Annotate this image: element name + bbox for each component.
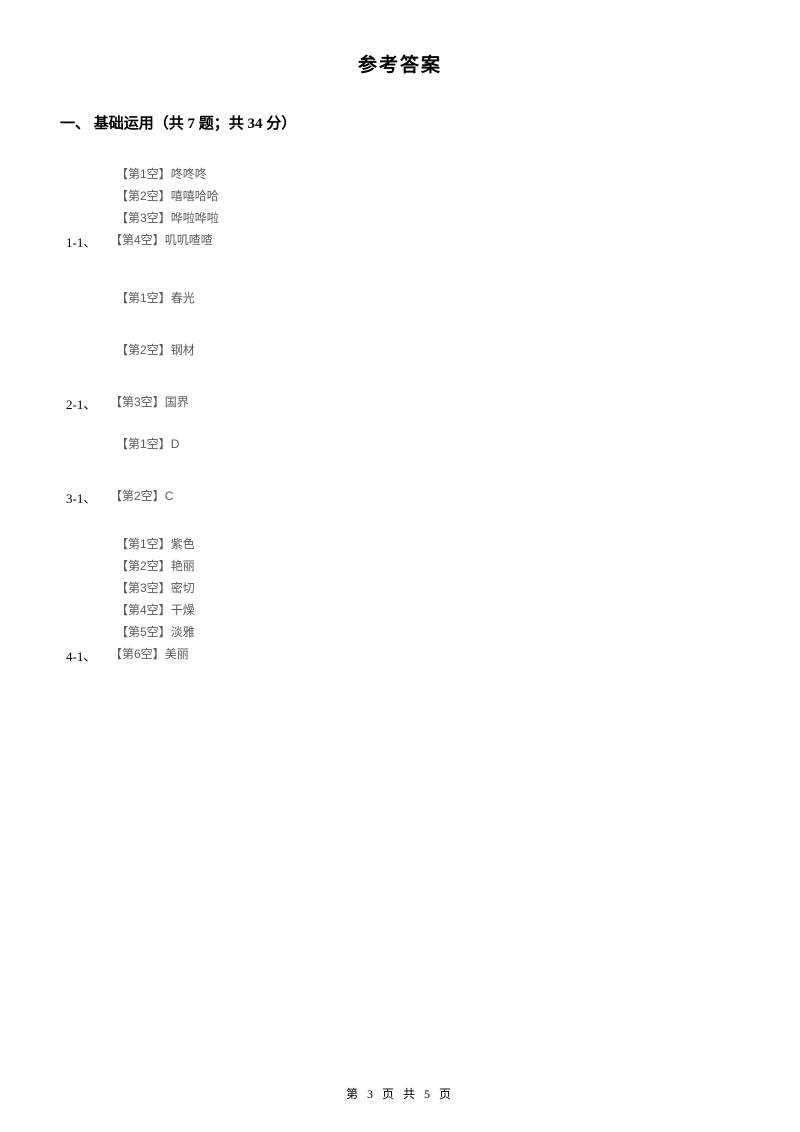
answer-item: 【第1空】春光 <box>116 287 740 309</box>
answer-item: 【第1空】D <box>116 433 740 455</box>
answer-row: 1-1、 【第4空】叽叽喳喳 <box>60 229 740 251</box>
answer-block: 【第1空】紫色 【第2空】艳丽 【第3空】密切 【第4空】干燥 【第5空】淡雅 … <box>60 533 740 665</box>
answer-item: 【第1空】咚咚咚 <box>116 163 740 185</box>
question-number: 3-1、 <box>60 488 110 507</box>
answer-item: 【第4空】叽叽喳喳 <box>110 229 213 251</box>
answer-item: 【第6空】美丽 <box>110 643 189 665</box>
answer-block: 【第1空】咚咚咚 【第2空】嘻嘻哈哈 【第3空】哗啦哗啦 1-1、 【第4空】叽… <box>60 163 740 251</box>
page-footer: 第 3 页 共 5 页 <box>0 1085 800 1102</box>
answer-item: 【第5空】淡雅 <box>116 621 740 643</box>
answer-item: 【第2空】C <box>110 485 173 507</box>
answer-item: 【第2空】艳丽 <box>116 555 740 577</box>
answer-item: 【第4空】干燥 <box>116 599 740 621</box>
section-heading: 一、 基础运用（共 7 题；共 34 分） <box>60 112 740 133</box>
answer-row: 4-1、 【第6空】美丽 <box>60 643 740 665</box>
answer-item: 【第2空】钢材 <box>116 339 740 361</box>
question-number: 1-1、 <box>60 232 110 251</box>
question-number: 2-1、 <box>60 394 110 413</box>
page-title: 参考答案 <box>60 50 740 77</box>
question-number: 4-1、 <box>60 646 110 665</box>
answer-row: 3-1、 【第2空】C <box>60 485 740 507</box>
answer-item: 【第3空】密切 <box>116 577 740 599</box>
answer-item: 【第3空】国界 <box>110 391 189 413</box>
answer-item: 【第2空】嘻嘻哈哈 <box>116 185 740 207</box>
answer-block: 【第1空】D 3-1、 【第2空】C <box>60 433 740 507</box>
answer-item: 【第1空】紫色 <box>116 533 740 555</box>
answer-row: 2-1、 【第3空】国界 <box>60 391 740 413</box>
answer-item: 【第3空】哗啦哗啦 <box>116 207 740 229</box>
answer-block: 【第1空】春光 【第2空】钢材 2-1、 【第3空】国界 <box>60 287 740 413</box>
